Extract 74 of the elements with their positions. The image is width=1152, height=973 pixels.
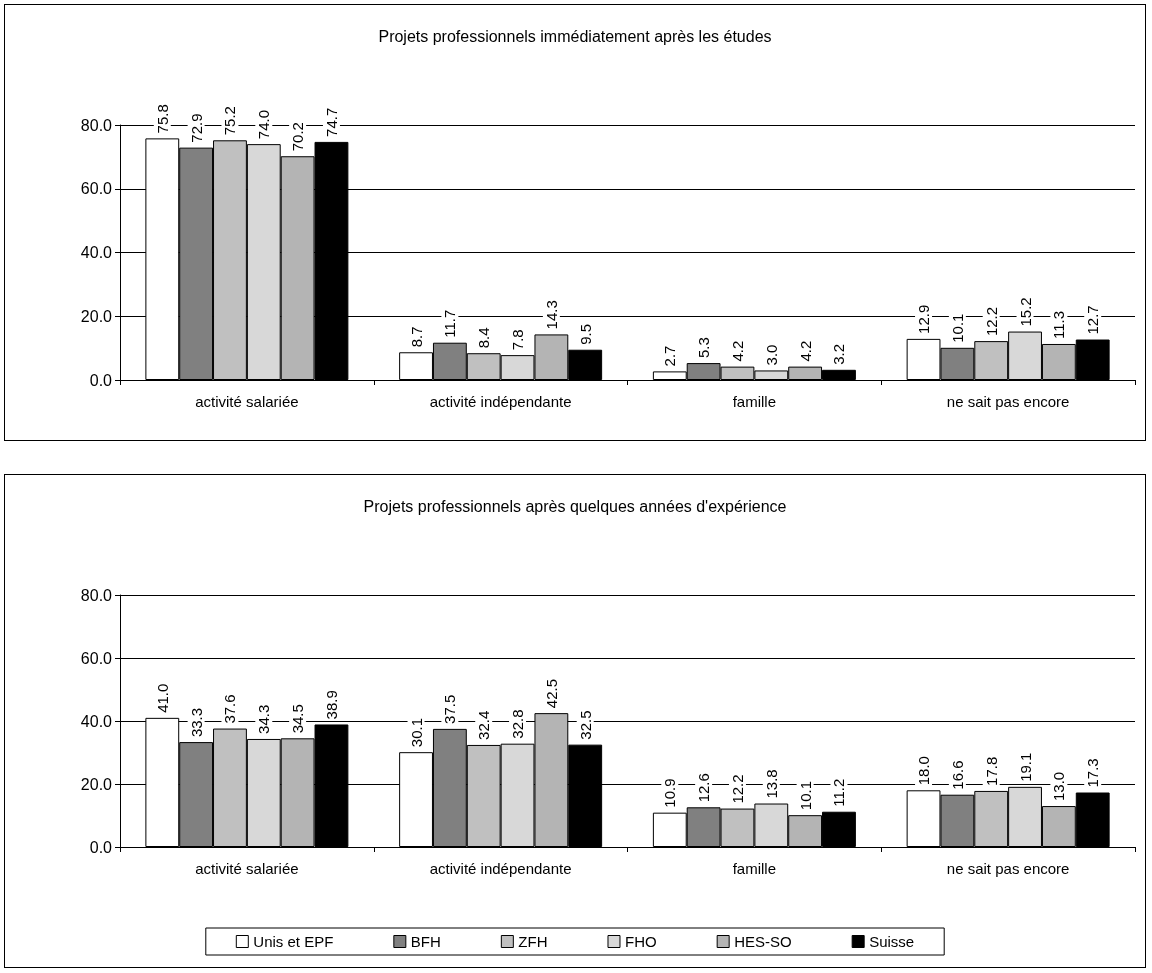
y-tick-label: 0.0 <box>89 838 113 856</box>
data-label: 74.0 <box>255 109 273 140</box>
data-label: 13.8 <box>762 769 780 799</box>
data-label: 18.0 <box>915 756 933 786</box>
data-label: 13.0 <box>1050 771 1068 802</box>
x-tick-label: ne sait pas encore <box>946 393 1070 410</box>
data-label: 4.2 <box>796 340 814 362</box>
data-label: 17.8 <box>982 756 1000 786</box>
data-label: 17.3 <box>1084 758 1102 788</box>
data-label: 12.9 <box>915 304 933 334</box>
data-label: 32.8 <box>509 709 527 739</box>
legend-label: HES-SO <box>734 933 792 950</box>
data-label: 70.2 <box>289 122 307 152</box>
data-label: 10.1 <box>796 780 814 811</box>
y-tick-label: 40.0 <box>80 712 113 730</box>
data-label: 4.2 <box>728 340 746 362</box>
data-label: 5.3 <box>695 337 713 359</box>
data-label: 3.2 <box>830 343 848 365</box>
data-label: 10.1 <box>948 313 966 343</box>
x-tick-label: activité salariée <box>195 860 299 877</box>
data-label: 12.2 <box>728 774 746 804</box>
x-tick-label: activité indépendante <box>429 393 572 410</box>
x-tick-label: famille <box>732 393 777 410</box>
legend-label: Suisse <box>869 933 915 950</box>
data-label: 7.8 <box>509 329 527 351</box>
legend-label: ZFH <box>518 933 548 950</box>
data-label: 16.6 <box>948 760 966 790</box>
data-label: 9.5 <box>576 323 594 345</box>
data-label: 14.3 <box>542 300 560 330</box>
data-label: 19.1 <box>1016 752 1034 782</box>
data-label: 34.5 <box>289 704 307 734</box>
data-label: 33.3 <box>187 707 205 738</box>
x-tick-label: activité indépendante <box>429 860 572 877</box>
data-label: 15.2 <box>1016 297 1034 327</box>
data-label: 37.5 <box>441 694 459 724</box>
chart-title: Projets professionnels après quelques années d'expérience <box>363 497 787 515</box>
chart-title: Projets professionnels immédiatement après les études <box>378 27 772 45</box>
data-label: 11.2 <box>830 778 848 807</box>
data-label: 12.2 <box>982 306 1000 337</box>
data-label: 41.0 <box>153 683 171 713</box>
data-label: 3.0 <box>762 344 780 366</box>
data-label: 12.6 <box>695 773 713 803</box>
legend-label: BFH <box>410 933 441 950</box>
data-label: 2.7 <box>661 345 679 367</box>
data-label: 12.7 <box>1084 305 1102 335</box>
x-tick-label: famille <box>732 860 777 877</box>
y-tick-label: 80.0 <box>80 586 113 604</box>
data-label: 72.9 <box>187 113 205 143</box>
data-label: 32.5 <box>576 710 594 740</box>
y-tick-label: 0.0 <box>89 371 113 389</box>
data-label: 42.5 <box>542 678 560 709</box>
y-tick-label: 20.0 <box>80 775 113 793</box>
data-label: 75.8 <box>153 104 171 134</box>
y-tick-label: 80.0 <box>80 116 113 134</box>
x-tick-label: activité salariée <box>195 393 299 410</box>
data-label: 38.9 <box>322 690 340 720</box>
y-tick-label: 40.0 <box>80 244 113 261</box>
data-label: 30.1 <box>407 717 425 748</box>
y-tick-label: 60.0 <box>80 649 113 667</box>
data-label: 75.2 <box>221 106 239 136</box>
legend-label: Unis et EPF <box>253 933 334 950</box>
data-label: 34.3 <box>255 704 273 734</box>
data-label: 74.7 <box>322 107 340 137</box>
legend-label: FHO <box>624 933 657 950</box>
data-label: 11.7 <box>441 309 459 338</box>
data-label: 11.3 <box>1050 310 1068 339</box>
y-tick-label: 20.0 <box>80 307 113 325</box>
data-label: 32.4 <box>475 710 493 740</box>
data-label: 8.7 <box>407 326 425 348</box>
data-label: 37.6 <box>221 694 239 724</box>
x-tick-label: ne sait pas encore <box>946 860 1070 877</box>
data-label: 10.9 <box>661 778 679 808</box>
data-label: 8.4 <box>475 327 493 349</box>
y-tick-label: 60.0 <box>80 180 113 198</box>
